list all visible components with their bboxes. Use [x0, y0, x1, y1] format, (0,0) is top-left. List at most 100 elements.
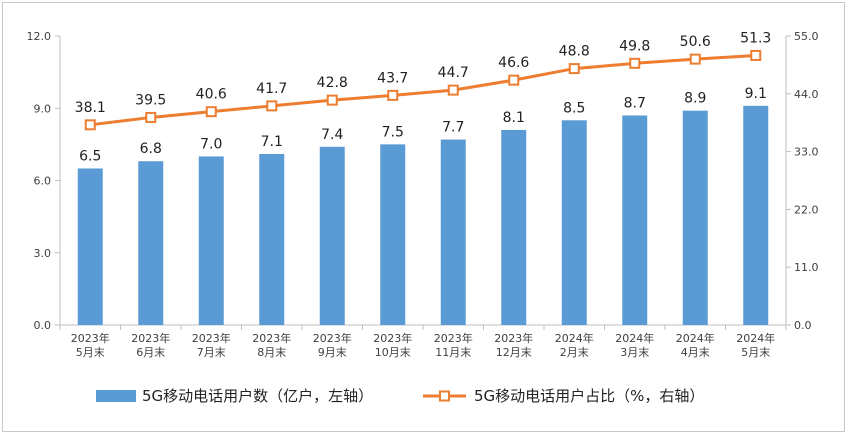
x-axis-category-label: 2023年 9月末: [313, 331, 352, 359]
x-axis-category-line2: 11月末: [435, 345, 471, 359]
bar-value-label: 8.1: [503, 110, 525, 126]
bar: [501, 129, 527, 325]
line-group: 38.1 39.5 40.6 41.7 42.8 43.7 44.7 46.6 48.8 49.8…: [75, 30, 771, 131]
right-axis-tick-label: 22.0: [794, 203, 819, 216]
right-axis-tick-label: 44.0: [794, 88, 819, 101]
line-value-label: 43.7: [377, 70, 408, 86]
x-axis-category-label: 2024年 2月末: [555, 331, 594, 359]
x-axis-category-line1: 2023年: [71, 331, 110, 345]
bar-value-label: 8.9: [684, 91, 706, 107]
x-axis-category-line1: 2024年: [555, 331, 594, 345]
x-axis-category-line1: 2023年: [373, 331, 412, 345]
x-axis-category-label: 2024年 3月末: [615, 331, 654, 359]
left-axis-tick-label: 0.0: [34, 319, 52, 332]
legend-label-line: 5G移动电话用户占比（%，右轴）: [474, 387, 704, 405]
line-point-marker: [326, 94, 338, 106]
line-point-marker: [266, 100, 278, 112]
bar-value-label: 6.5: [79, 148, 101, 164]
bar: [561, 120, 587, 326]
x-axis-category-line1: 2023年: [494, 331, 533, 345]
bar: [380, 144, 406, 325]
line-point-marker: [750, 49, 762, 61]
bar: [259, 154, 285, 325]
chart-frame: [2, 2, 845, 432]
bar: [77, 168, 103, 325]
x-axis-category-label: 2023年 12月末: [494, 331, 533, 359]
x-axis-category-line2: 5月末: [741, 345, 770, 359]
bar: [138, 161, 164, 325]
x-axis-category-line1: 2024年: [736, 331, 775, 345]
bar-value-label: 6.8: [140, 141, 162, 157]
bar-value-label: 7.5: [382, 124, 404, 140]
bar: [319, 146, 345, 325]
line-point-marker: [387, 89, 399, 101]
bar-value-label: 7.0: [200, 136, 222, 152]
line-point-marker: [145, 111, 157, 123]
x-axis-category-line2: 3月末: [620, 345, 649, 359]
left-axis-tick-label: 3.0: [34, 247, 52, 260]
axes-group: 0.0 3.0 6.0 9.0 12.0 0.0 11.0 22.0 33.0 44.0 55.0 2…: [27, 30, 819, 359]
x-axis-category-line2: 5月末: [76, 345, 105, 359]
left-axis-tick-label: 6.0: [34, 175, 52, 188]
x-axis-category-line1: 2023年: [252, 331, 291, 345]
line-value-label: 41.7: [256, 81, 287, 97]
right-axis-tick-label: 0.0: [794, 319, 812, 332]
line-point-marker: [568, 63, 580, 75]
x-axis-category-line2: 2月末: [560, 345, 589, 359]
line-value-label: 46.6: [498, 55, 529, 71]
bar: [743, 105, 769, 325]
series-line: [90, 53, 756, 127]
x-axis-category-label: 2024年 5月末: [736, 331, 775, 359]
legend-swatch-bar: [96, 390, 136, 402]
legend-marker-line: [439, 390, 450, 402]
x-axis-category-label: 2023年 8月末: [252, 331, 291, 359]
x-axis-category-label: 2023年 11月末: [434, 331, 473, 359]
line-value-label: 38.1: [75, 100, 106, 116]
bar-value-label: 7.7: [442, 120, 464, 136]
line-value-label: 39.5: [135, 92, 166, 108]
legend-label-bar: 5G移动电话用户数（亿户，左轴）: [142, 387, 373, 405]
line-point-marker: [508, 74, 520, 86]
x-axis-category-label: 2023年 5月末: [71, 331, 110, 359]
bar-value-label: 7.4: [321, 127, 343, 143]
x-axis-category-line2: 6月末: [136, 345, 165, 359]
line-value-label: 48.8: [559, 44, 590, 60]
x-axis-category-label: 2023年 10月末: [373, 331, 412, 359]
x-axis-category-line2: 12月末: [496, 345, 532, 359]
bar: [682, 110, 708, 326]
bar: [198, 156, 224, 325]
bar: [440, 139, 466, 325]
left-axis-tick-label: 12.0: [27, 30, 52, 43]
line-value-label: 42.8: [317, 75, 348, 91]
x-axis-category-line1: 2023年: [313, 331, 352, 345]
line-value-label: 49.8: [619, 38, 650, 54]
bar-value-label: 9.1: [745, 86, 767, 102]
line-point-marker: [447, 84, 459, 96]
bar-value-label: 8.5: [563, 100, 585, 116]
right-axis-tick-label: 33.0: [794, 146, 819, 159]
line-value-label: 40.6: [196, 87, 227, 103]
x-axis-category-line1: 2023年: [192, 331, 231, 345]
bars-group: 6.5 6.8 7.0 7.1 7.4 7.5 7.7 8.1 8.5 8.7 8.9 9.1: [77, 86, 769, 326]
x-axis-category-line1: 2024年: [676, 331, 715, 345]
line-point-marker: [84, 119, 96, 131]
right-axis-tick-label: 11.0: [794, 261, 819, 274]
x-axis-category-label: 2024年 4月末: [676, 331, 715, 359]
line-value-label: 50.6: [680, 34, 711, 50]
x-axis-category-line1: 2024年: [615, 331, 654, 345]
left-axis-tick-label: 9.0: [34, 102, 52, 115]
line-value-label: 44.7: [438, 65, 469, 81]
x-axis-category-line2: 7月末: [197, 345, 226, 359]
line-point-marker: [629, 57, 641, 69]
x-axis-category-line2: 9月末: [318, 345, 347, 359]
line-value-label: 51.3: [740, 30, 771, 46]
bar-value-label: 7.1: [261, 134, 283, 150]
line-point-marker: [205, 106, 217, 118]
line-point-marker: [689, 53, 701, 65]
x-axis-category-label: 2023年 6月末: [131, 331, 170, 359]
x-axis-category-label: 2023年 7月末: [192, 331, 231, 359]
right-axis-tick-label: 55.0: [794, 30, 819, 43]
x-axis-category-line2: 10月末: [375, 345, 411, 359]
x-axis-category-line1: 2023年: [131, 331, 170, 345]
